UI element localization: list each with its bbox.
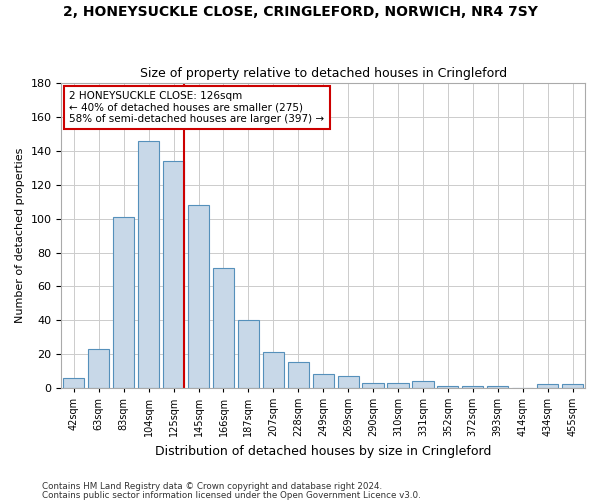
Bar — [188, 205, 209, 388]
Bar — [113, 217, 134, 388]
X-axis label: Distribution of detached houses by size in Cringleford: Distribution of detached houses by size … — [155, 444, 491, 458]
Bar — [537, 384, 558, 388]
Text: 2 HONEYSUCKLE CLOSE: 126sqm
← 40% of detached houses are smaller (275)
58% of se: 2 HONEYSUCKLE CLOSE: 126sqm ← 40% of det… — [69, 91, 325, 124]
Text: Contains public sector information licensed under the Open Government Licence v3: Contains public sector information licen… — [42, 490, 421, 500]
Bar — [138, 141, 159, 388]
Bar — [63, 378, 85, 388]
Bar — [287, 362, 309, 388]
Text: Contains HM Land Registry data © Crown copyright and database right 2024.: Contains HM Land Registry data © Crown c… — [42, 482, 382, 491]
Bar — [313, 374, 334, 388]
Bar — [437, 386, 458, 388]
Bar — [163, 161, 184, 388]
Bar — [462, 386, 484, 388]
Bar — [338, 376, 359, 388]
Bar — [388, 382, 409, 388]
Bar — [412, 381, 434, 388]
Text: 2, HONEYSUCKLE CLOSE, CRINGLEFORD, NORWICH, NR4 7SY: 2, HONEYSUCKLE CLOSE, CRINGLEFORD, NORWI… — [62, 5, 538, 19]
Bar — [362, 382, 383, 388]
Bar — [213, 268, 234, 388]
Bar — [238, 320, 259, 388]
Bar — [562, 384, 583, 388]
Bar — [487, 386, 508, 388]
Bar — [88, 349, 109, 388]
Bar — [263, 352, 284, 388]
Title: Size of property relative to detached houses in Cringleford: Size of property relative to detached ho… — [140, 66, 507, 80]
Y-axis label: Number of detached properties: Number of detached properties — [15, 148, 25, 324]
